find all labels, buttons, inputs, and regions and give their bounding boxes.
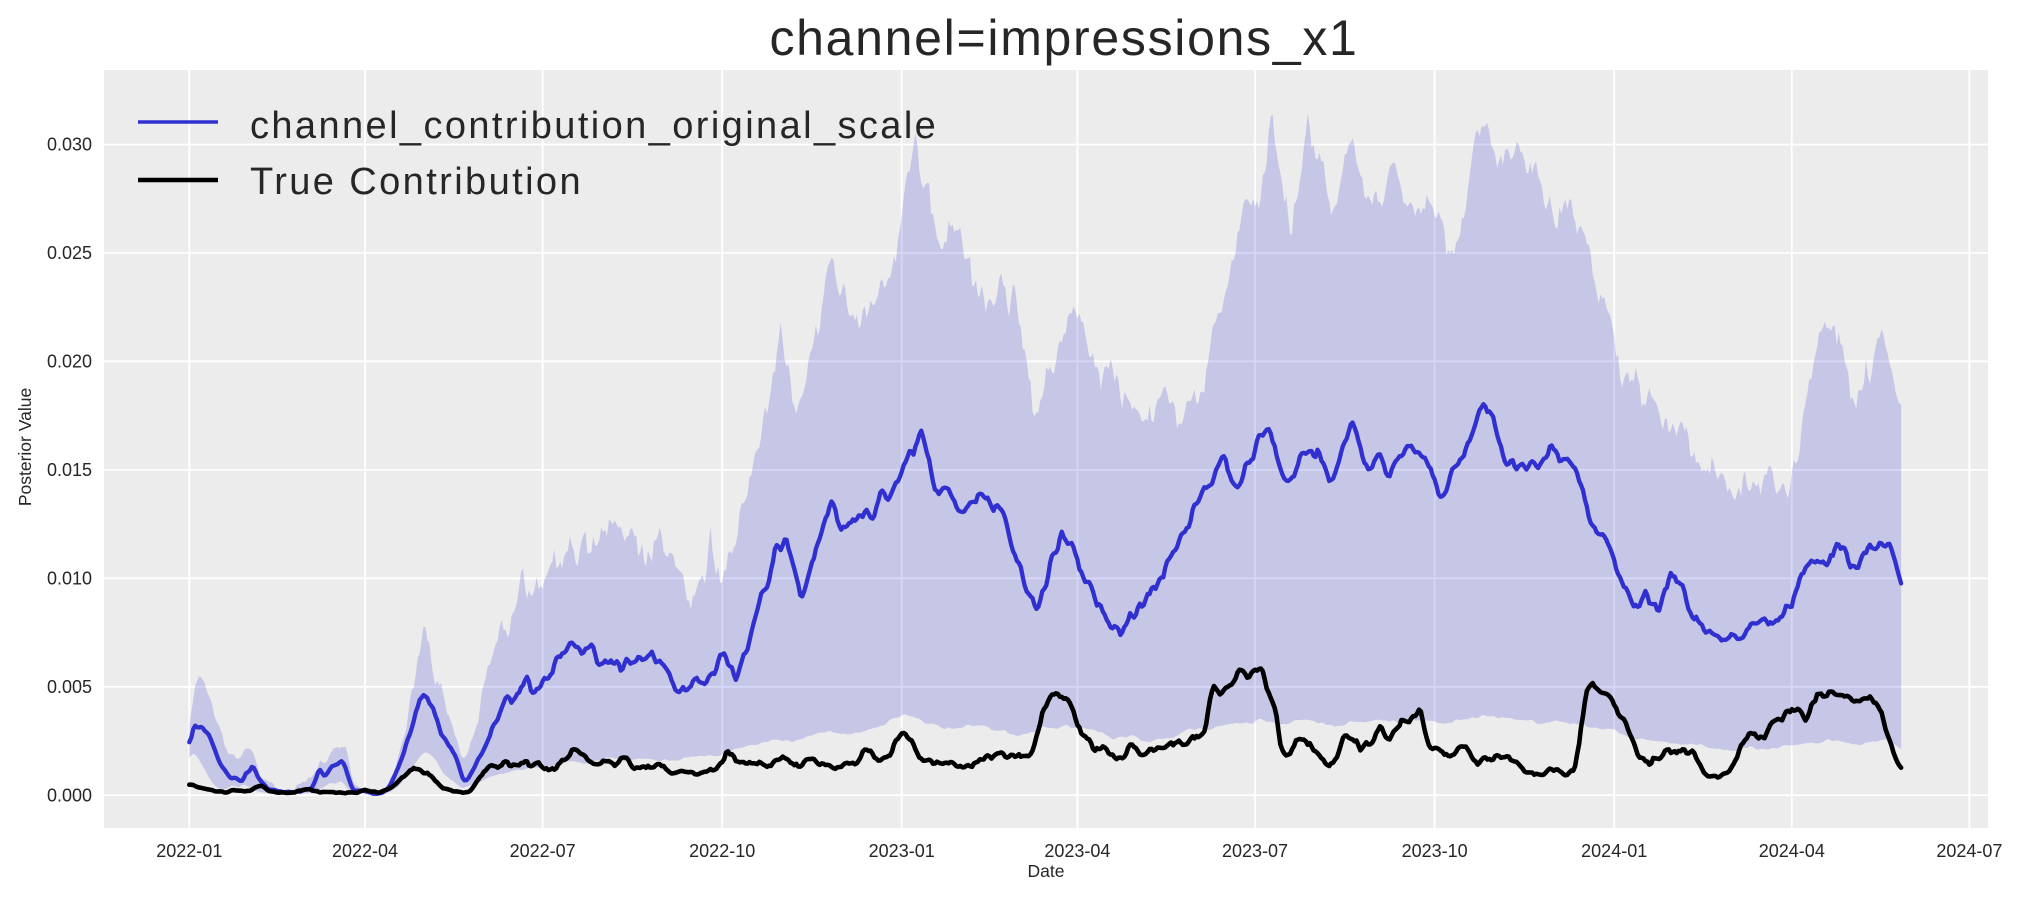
svg-text:channel_contribution_original_: channel_contribution_original_scale bbox=[250, 105, 938, 147]
svg-text:0.025: 0.025 bbox=[47, 243, 92, 263]
svg-text:2023-07: 2023-07 bbox=[1222, 841, 1288, 861]
svg-text:2022-07: 2022-07 bbox=[510, 841, 576, 861]
svg-text:channel=impressions_x1: channel=impressions_x1 bbox=[769, 10, 1358, 66]
svg-text:2022-04: 2022-04 bbox=[332, 841, 398, 861]
svg-text:2023-10: 2023-10 bbox=[1402, 841, 1468, 861]
svg-text:0.010: 0.010 bbox=[47, 569, 92, 589]
svg-text:Date: Date bbox=[1028, 861, 1065, 881]
svg-text:0.015: 0.015 bbox=[47, 460, 92, 480]
svg-text:0.000: 0.000 bbox=[47, 785, 92, 805]
svg-text:2024-07: 2024-07 bbox=[1936, 841, 2002, 861]
svg-text:2022-01: 2022-01 bbox=[156, 841, 222, 861]
svg-text:0.030: 0.030 bbox=[47, 135, 92, 155]
svg-text:2023-01: 2023-01 bbox=[869, 841, 935, 861]
svg-text:2023-04: 2023-04 bbox=[1044, 841, 1110, 861]
svg-text:0.005: 0.005 bbox=[47, 677, 92, 697]
svg-text:2024-01: 2024-01 bbox=[1581, 841, 1647, 861]
svg-text:2022-10: 2022-10 bbox=[689, 841, 755, 861]
svg-text:2024-04: 2024-04 bbox=[1759, 841, 1825, 861]
svg-text:0.020: 0.020 bbox=[47, 352, 92, 372]
svg-text:Posterior Value: Posterior Value bbox=[15, 388, 35, 506]
svg-text:True Contribution: True Contribution bbox=[250, 161, 583, 203]
